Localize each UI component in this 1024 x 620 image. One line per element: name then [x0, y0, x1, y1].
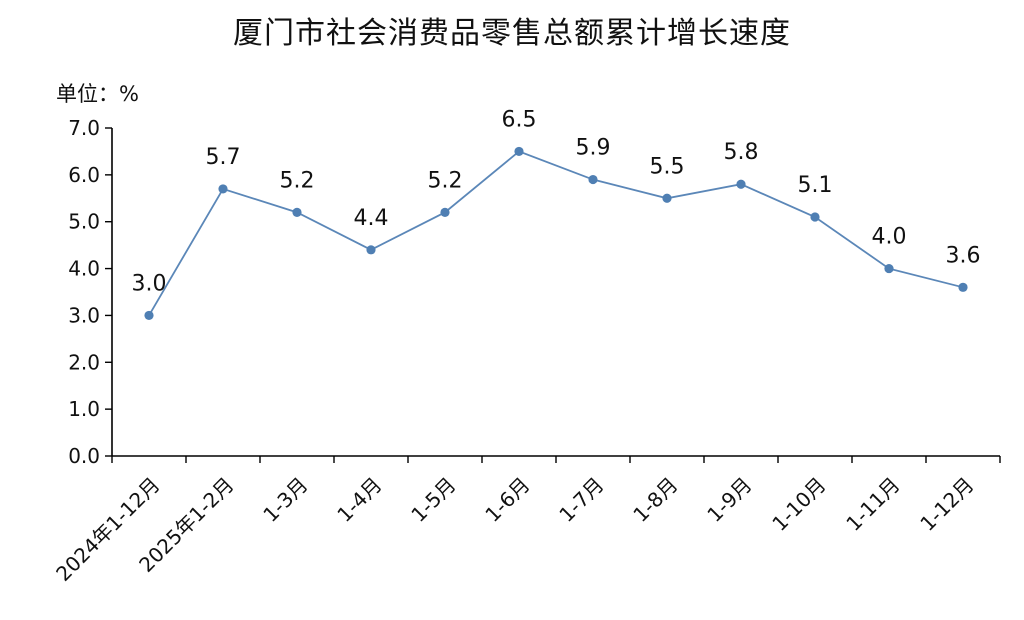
data-point	[144, 310, 154, 321]
data-label: 5.2	[280, 168, 315, 193]
data-labels: 3.0 5.7 5.2 4.4 5.2 6.5 5.9 5.5 5.8 5.1 4.0 3.6	[132, 107, 981, 296]
x-tick-label: 1-7月	[554, 473, 608, 527]
data-label: 5.7	[206, 145, 241, 170]
data-point	[662, 193, 672, 203]
axes: 0.01.02.03.04.05.06.07.02024年1-12月2025年1…	[51, 116, 1001, 586]
y-tick-label: 0.0	[68, 444, 100, 468]
unit-label: 单位：%	[56, 82, 139, 106]
series-line	[144, 146, 968, 321]
y-tick-label: 2.0	[68, 350, 100, 374]
data-point	[588, 174, 598, 185]
y-tick-label: 1.0	[68, 397, 100, 421]
x-tick-label: 1-10月	[767, 473, 830, 536]
data-label: 6.5	[502, 107, 537, 132]
series-polyline	[148, 150, 964, 316]
y-tick-label: 5.0	[68, 210, 100, 234]
data-label: 3.0	[132, 271, 167, 296]
data-point	[292, 207, 302, 217]
x-tick-label: 1-4月	[332, 473, 386, 527]
data-label: 4.0	[872, 225, 907, 250]
data-point	[736, 179, 746, 189]
y-tick-label: 3.0	[68, 303, 100, 327]
data-point	[810, 212, 820, 222]
x-tick-label: 1-6月	[480, 473, 534, 527]
x-tick-label: 1-12月	[915, 473, 978, 536]
chart-title: 厦门市社会消费品零售总额累计增长速度	[233, 16, 791, 51]
x-tick-label: 1-11月	[841, 473, 904, 536]
data-label: 4.4	[354, 206, 389, 231]
x-tick-label: 1-5月	[406, 473, 460, 527]
data-point	[218, 184, 228, 194]
data-point	[884, 263, 894, 274]
data-point	[366, 245, 376, 255]
data-label: 5.9	[576, 136, 611, 161]
x-tick-label: 1-8月	[628, 473, 682, 527]
y-tick-label: 4.0	[68, 257, 100, 281]
data-label: 5.2	[428, 168, 463, 193]
data-label: 3.6	[946, 243, 981, 268]
data-point	[958, 282, 968, 292]
data-label: 5.1	[798, 173, 833, 198]
y-tick-label: 6.0	[68, 163, 100, 187]
x-tick-label: 1-3月	[258, 473, 312, 527]
data-point	[514, 146, 524, 157]
data-label: 5.5	[650, 154, 685, 179]
x-tick-label: 1-9月	[702, 473, 756, 527]
data-point	[440, 207, 450, 217]
data-label: 5.8	[724, 140, 759, 165]
y-tick-label: 7.0	[68, 116, 100, 140]
